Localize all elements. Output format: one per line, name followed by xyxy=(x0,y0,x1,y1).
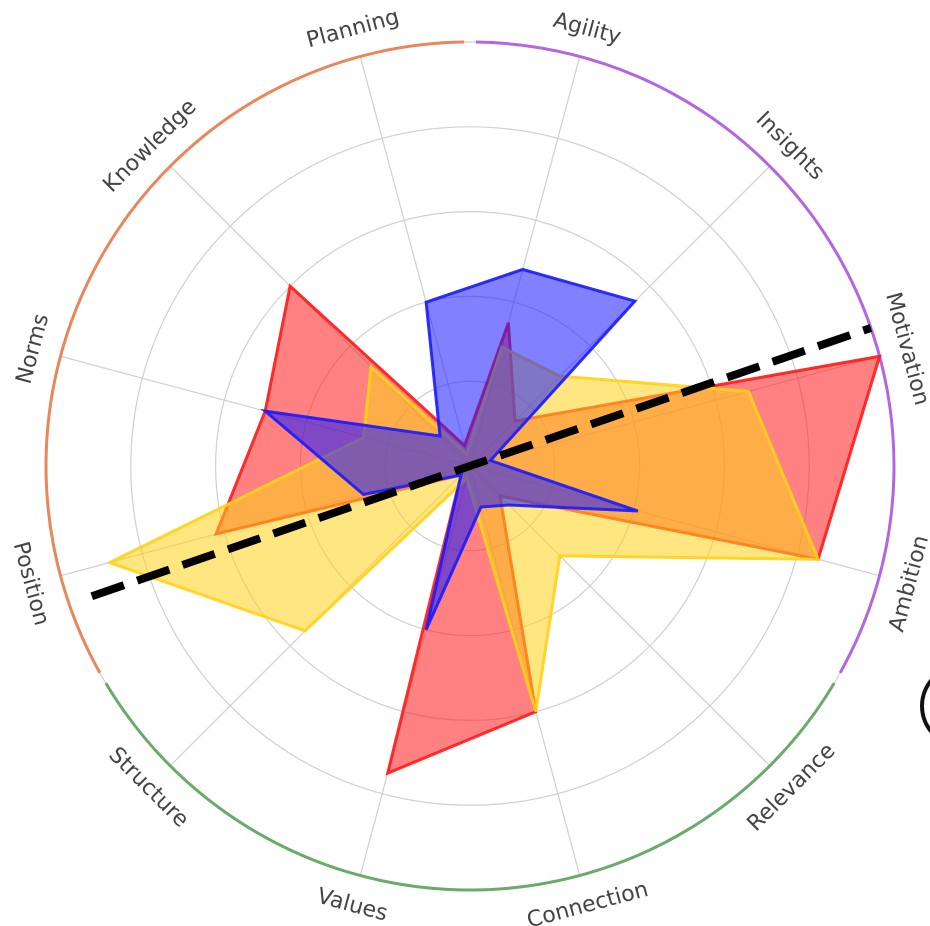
group-arcs xyxy=(44,40,896,892)
series xyxy=(105,267,882,776)
axis-label-norms: Norms xyxy=(12,311,55,387)
group-arc xyxy=(475,40,896,674)
group-arc xyxy=(44,40,465,674)
axis-label-agility: Agility xyxy=(551,8,624,50)
partial-circle-marker xyxy=(920,678,930,734)
axis-label-ambition: Ambition xyxy=(884,533,930,635)
group-arc xyxy=(104,682,836,892)
axis-label-values: Values xyxy=(314,884,390,926)
dashed-divider-line xyxy=(90,324,873,601)
axis-label-planning: Planning xyxy=(304,5,402,54)
series-3-polygon xyxy=(260,267,639,631)
axis-label-position: Position xyxy=(8,539,54,628)
